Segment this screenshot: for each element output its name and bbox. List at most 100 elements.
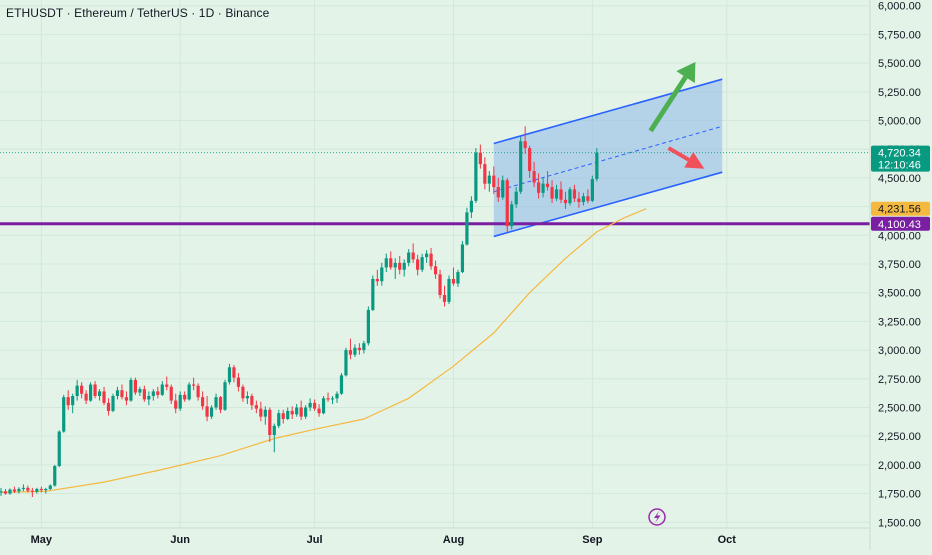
candle[interactable] bbox=[380, 262, 384, 286]
candle[interactable] bbox=[277, 409, 281, 429]
candle[interactable] bbox=[420, 253, 424, 273]
candle[interactable] bbox=[572, 184, 577, 203]
candle[interactable] bbox=[223, 379, 227, 411]
candle[interactable] bbox=[595, 148, 599, 182]
lightning-icon[interactable] bbox=[648, 508, 666, 526]
candle[interactable] bbox=[218, 396, 223, 414]
candle[interactable] bbox=[326, 392, 330, 402]
candle[interactable] bbox=[478, 144, 482, 169]
candle[interactable] bbox=[348, 338, 353, 360]
candle[interactable] bbox=[299, 400, 303, 421]
candle[interactable] bbox=[232, 365, 236, 383]
candle[interactable] bbox=[371, 275, 375, 312]
candle[interactable] bbox=[138, 386, 142, 396]
candle[interactable] bbox=[505, 177, 509, 232]
candle[interactable] bbox=[541, 177, 545, 198]
candle[interactable] bbox=[313, 399, 317, 411]
candle[interactable] bbox=[192, 377, 196, 391]
candle[interactable] bbox=[259, 401, 263, 422]
candle[interactable] bbox=[124, 391, 129, 406]
candle[interactable] bbox=[487, 171, 491, 192]
candle[interactable] bbox=[93, 381, 97, 399]
candle[interactable] bbox=[169, 384, 173, 405]
candle[interactable] bbox=[183, 391, 187, 402]
candle[interactable] bbox=[66, 390, 70, 410]
candle[interactable] bbox=[451, 267, 456, 286]
candle[interactable] bbox=[460, 241, 465, 274]
candle[interactable] bbox=[416, 254, 420, 276]
candle[interactable] bbox=[407, 249, 411, 267]
candle[interactable] bbox=[178, 391, 182, 411]
candle[interactable] bbox=[160, 381, 164, 396]
candle[interactable] bbox=[425, 250, 429, 263]
candle[interactable] bbox=[411, 243, 415, 263]
candle[interactable] bbox=[469, 196, 473, 219]
candle[interactable] bbox=[447, 275, 451, 305]
candle[interactable] bbox=[339, 373, 344, 395]
candle[interactable] bbox=[568, 187, 572, 206]
candle[interactable] bbox=[335, 391, 339, 403]
candle[interactable] bbox=[496, 177, 500, 203]
candle[interactable] bbox=[317, 404, 321, 417]
candle[interactable] bbox=[492, 166, 496, 194]
candle[interactable] bbox=[537, 173, 541, 199]
candle[interactable] bbox=[353, 344, 357, 357]
candle[interactable] bbox=[586, 189, 590, 204]
candle[interactable] bbox=[12, 486, 17, 493]
candle[interactable] bbox=[532, 161, 536, 188]
candle[interactable] bbox=[510, 200, 514, 230]
candle[interactable] bbox=[393, 258, 397, 279]
candle[interactable] bbox=[483, 157, 487, 190]
candle[interactable] bbox=[209, 405, 214, 419]
candle[interactable] bbox=[165, 376, 169, 391]
candle[interactable] bbox=[321, 396, 326, 415]
candle[interactable] bbox=[402, 259, 406, 277]
candle[interactable] bbox=[263, 406, 267, 425]
candle[interactable] bbox=[442, 285, 447, 307]
candle[interactable] bbox=[308, 398, 312, 411]
candle[interactable] bbox=[8, 488, 12, 495]
candle[interactable] bbox=[120, 384, 124, 400]
candle[interactable] bbox=[0, 487, 3, 496]
candle[interactable] bbox=[545, 171, 550, 191]
candle[interactable] bbox=[554, 184, 559, 201]
candle[interactable] bbox=[133, 377, 137, 395]
candle[interactable] bbox=[590, 175, 594, 203]
candle[interactable] bbox=[241, 384, 245, 402]
candle[interactable] bbox=[71, 393, 75, 414]
candle[interactable] bbox=[57, 430, 61, 468]
candle[interactable] bbox=[89, 382, 93, 402]
candle[interactable] bbox=[528, 145, 532, 178]
candle[interactable] bbox=[106, 398, 111, 416]
candle[interactable] bbox=[389, 251, 393, 270]
candle[interactable] bbox=[519, 136, 523, 194]
candle[interactable] bbox=[39, 486, 43, 493]
candle[interactable] bbox=[523, 126, 527, 154]
candle[interactable] bbox=[236, 373, 241, 392]
candle[interactable] bbox=[438, 269, 442, 299]
candle[interactable] bbox=[295, 404, 299, 417]
candle[interactable] bbox=[174, 393, 178, 414]
candle[interactable] bbox=[290, 406, 294, 419]
candle[interactable] bbox=[563, 191, 568, 209]
candle[interactable] bbox=[84, 390, 88, 405]
candle[interactable] bbox=[214, 393, 218, 410]
candle[interactable] bbox=[75, 379, 79, 401]
candle[interactable] bbox=[21, 484, 25, 492]
candle[interactable] bbox=[245, 391, 249, 405]
candle[interactable] bbox=[17, 487, 21, 494]
candle[interactable] bbox=[268, 407, 272, 442]
candle[interactable] bbox=[53, 464, 57, 487]
candle[interactable] bbox=[44, 487, 48, 494]
candle[interactable] bbox=[581, 192, 585, 206]
candle[interactable] bbox=[456, 269, 460, 287]
candle[interactable] bbox=[35, 487, 39, 494]
candle[interactable] bbox=[559, 181, 563, 204]
candle[interactable] bbox=[375, 269, 379, 286]
candle[interactable] bbox=[550, 180, 554, 204]
candle[interactable] bbox=[205, 396, 209, 422]
candle[interactable] bbox=[142, 385, 146, 402]
candle[interactable] bbox=[272, 423, 276, 453]
candle[interactable] bbox=[286, 407, 290, 421]
